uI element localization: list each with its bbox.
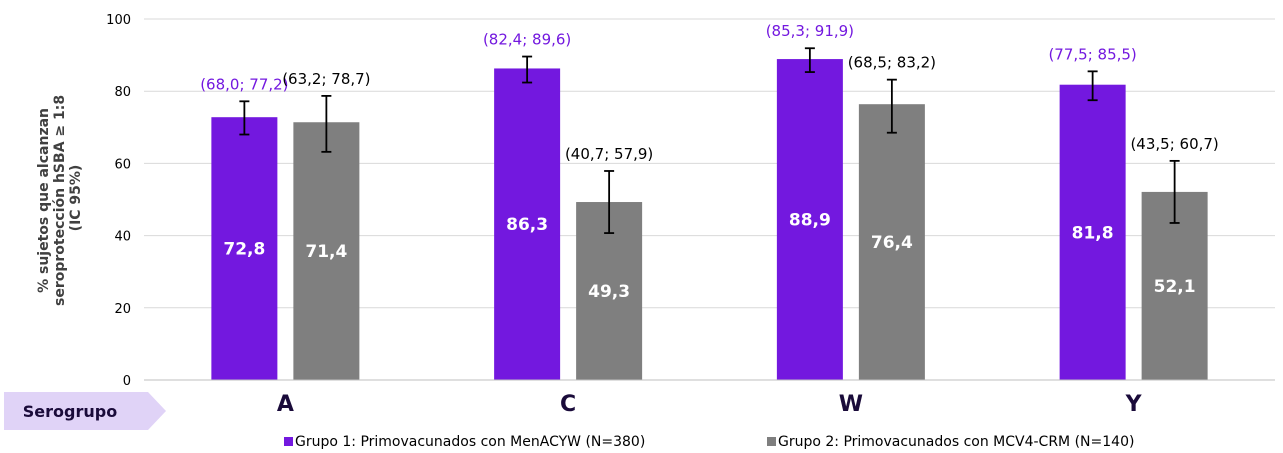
bar xyxy=(211,117,278,380)
category-label: A xyxy=(277,392,294,417)
bar xyxy=(293,122,360,380)
data-label: 76,4 xyxy=(871,233,913,253)
ci-label: (43,5; 60,7) xyxy=(1130,135,1218,153)
ci-label: (77,5; 85,5) xyxy=(1048,45,1136,63)
y-axis-label-line-1: % sujetos que alcanzan xyxy=(36,108,52,293)
data-label: 81,8 xyxy=(1072,223,1114,243)
bars-group xyxy=(211,59,1208,381)
serogroup-badge: Serogrupo xyxy=(4,392,166,430)
bar xyxy=(858,104,925,381)
legend: Grupo 1: Primovacunados con MenACYW (N=3… xyxy=(284,434,1134,450)
legend-swatch-group-2 xyxy=(767,437,776,446)
y-tick-label: 0 xyxy=(123,374,131,389)
ci-label: (82,4; 89,6) xyxy=(483,31,571,49)
y-tick-label: 60 xyxy=(114,157,131,172)
category-label: W xyxy=(839,392,863,417)
legend-swatch-group-1 xyxy=(284,437,293,446)
y-axis-label-line-3: (IC 95%) xyxy=(68,165,84,232)
ci-label: (40,7; 57,9) xyxy=(565,145,653,163)
ci-label: (68,0; 77,2) xyxy=(200,75,288,93)
legend-label-group-2: Grupo 2: Primovacunados con MCV4-CRM (N=… xyxy=(778,434,1134,450)
legend-label-group-1: Grupo 1: Primovacunados con MenACYW (N=3… xyxy=(295,434,645,450)
data-label: 52,1 xyxy=(1154,277,1196,297)
serogroup-badge-label: Serogrupo xyxy=(23,402,117,421)
data-labels-group: (68,0; 77,2) 72,8 (63,2; 78,7) 71,4 (82,4; 8… xyxy=(200,22,1219,302)
data-label: 49,3 xyxy=(588,282,630,302)
data-label: 72,8 xyxy=(223,240,265,260)
y-tick-label: 20 xyxy=(114,302,131,317)
bar xyxy=(1059,84,1126,381)
y-tick-label: 100 xyxy=(106,13,131,28)
bar xyxy=(776,59,843,381)
bar xyxy=(494,68,561,380)
y-tick-label: 40 xyxy=(114,230,131,245)
data-label: 86,3 xyxy=(506,215,548,235)
error-bars-group xyxy=(239,47,1180,234)
serogroup-badge-shape xyxy=(4,392,166,430)
y-axis-label: % sujetos que alcanzan seroprotección hS… xyxy=(36,90,84,306)
y-axis-ticks: 0 20 40 60 80 100 xyxy=(106,13,131,389)
category-label: Y xyxy=(1125,392,1143,417)
data-label: 71,4 xyxy=(305,242,347,262)
y-axis-label-line-2: seroprotección hSBA ≥ 1:8 xyxy=(52,95,68,306)
data-label: 88,9 xyxy=(789,211,831,231)
y-tick-label: 80 xyxy=(114,85,131,100)
category-label: C xyxy=(560,392,576,417)
ci-label: (68,5; 83,2) xyxy=(848,54,936,72)
ci-label: (63,2; 78,7) xyxy=(282,70,370,88)
ci-label: (85,3; 91,9) xyxy=(766,22,854,40)
